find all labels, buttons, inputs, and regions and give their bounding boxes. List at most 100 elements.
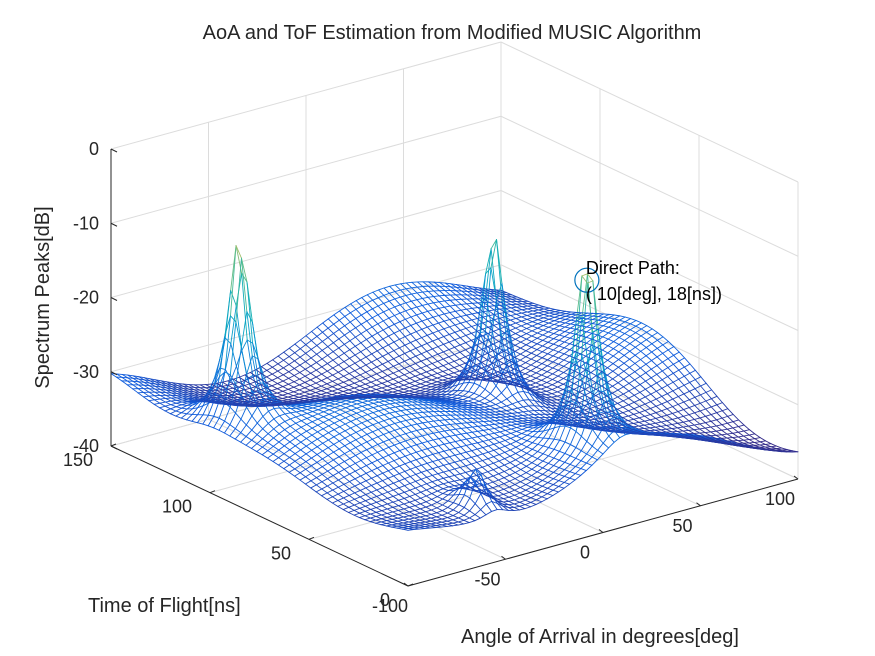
surface-line	[175, 415, 182, 419]
surface-line	[235, 245, 242, 259]
surface-line	[268, 408, 275, 412]
surface-line	[381, 512, 388, 516]
surface-line	[542, 331, 549, 336]
surface-line	[500, 398, 508, 403]
surface-line	[221, 397, 228, 401]
surface-line	[421, 440, 429, 444]
surface-line	[432, 431, 440, 434]
surface-line	[493, 454, 500, 458]
surface-line	[326, 482, 334, 487]
surface-line	[436, 514, 443, 518]
surface-line	[443, 312, 451, 315]
surface-line	[350, 420, 357, 426]
surface-line	[301, 409, 308, 412]
surface-line	[441, 524, 448, 527]
surface-line	[522, 405, 530, 408]
surface-line	[337, 386, 344, 390]
surface-line	[254, 402, 261, 405]
surface-line	[721, 433, 728, 436]
surface-line	[409, 468, 417, 475]
surface-line	[546, 373, 554, 378]
surface-line	[377, 420, 385, 424]
surface-line	[481, 471, 489, 475]
surface-line	[191, 420, 198, 424]
surface-line	[338, 453, 346, 458]
surface-line	[449, 441, 456, 444]
surface-line	[271, 388, 278, 392]
surface-line	[371, 454, 378, 461]
surface-line	[311, 434, 318, 440]
surface-line	[219, 369, 226, 386]
surface-line	[398, 485, 405, 489]
surface-line	[607, 355, 614, 361]
surface-line	[181, 404, 188, 406]
surface-line	[229, 406, 236, 414]
surface-line	[311, 446, 318, 451]
surface-line	[176, 395, 183, 399]
surface-line	[662, 358, 669, 363]
surface-line	[293, 393, 300, 397]
surface-line	[338, 468, 345, 473]
surface-line	[354, 367, 361, 372]
surface-line	[408, 514, 416, 517]
surface-line	[498, 321, 506, 324]
surface-line	[512, 357, 520, 378]
surface-line	[617, 362, 625, 368]
surface-line	[548, 320, 555, 324]
surface-line	[586, 327, 593, 333]
surface-line	[322, 327, 329, 333]
surface-line	[310, 484, 317, 489]
surface-line	[449, 434, 456, 437]
surface-line	[525, 492, 532, 496]
surface-line	[349, 318, 357, 323]
surface-line	[424, 517, 432, 520]
surface-line	[432, 459, 439, 463]
surface-line	[342, 503, 350, 508]
surface-line	[431, 346, 439, 350]
surface-line	[234, 418, 242, 430]
surface-line	[536, 329, 544, 334]
surface-line	[395, 402, 402, 404]
surface-line	[715, 434, 722, 436]
surface-line	[443, 456, 450, 459]
surface-line	[431, 473, 439, 476]
surface-line	[487, 449, 495, 453]
surface-line	[220, 403, 227, 405]
surface-line	[271, 377, 279, 381]
surface-line	[431, 485, 439, 489]
surface-line	[229, 435, 236, 440]
surface-line	[623, 350, 631, 356]
surface-line	[414, 503, 421, 507]
surface-line	[470, 475, 478, 478]
surface-line	[601, 352, 609, 358]
surface-line	[321, 337, 329, 342]
surface-line	[442, 356, 450, 360]
surface-line	[327, 455, 334, 461]
surface-line	[453, 375, 460, 378]
surface-line	[381, 505, 388, 510]
surface-line	[377, 302, 385, 307]
surface-line	[414, 383, 421, 387]
surface-line	[622, 390, 630, 395]
surface-line	[371, 341, 378, 346]
surface-line	[405, 433, 412, 440]
surface-line	[441, 512, 449, 516]
surface-line	[535, 384, 542, 388]
surface-line	[438, 430, 445, 433]
surface-line	[498, 451, 506, 456]
surface-line	[284, 433, 291, 439]
surface-line	[737, 430, 745, 433]
surface-line	[424, 518, 432, 522]
surface-line	[513, 501, 521, 505]
surface-line	[627, 408, 635, 412]
surface-line	[290, 408, 297, 413]
surface-line	[493, 447, 500, 451]
surface-line	[580, 440, 588, 452]
surface-line	[569, 345, 576, 351]
surface-line	[231, 403, 238, 406]
surface-line	[447, 512, 454, 517]
surface-line	[514, 475, 522, 480]
surface-line	[437, 450, 445, 454]
surface-line	[181, 407, 188, 410]
surface-line	[519, 373, 526, 378]
